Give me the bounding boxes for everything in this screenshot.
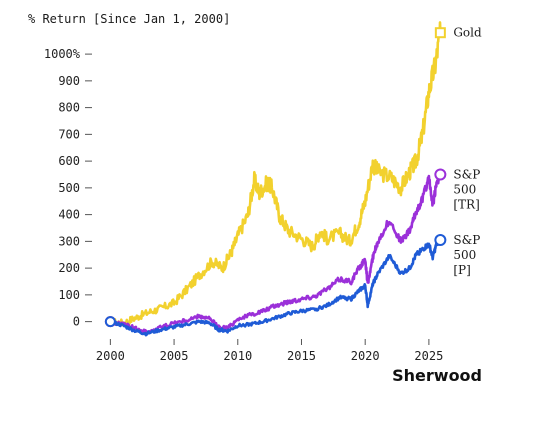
y-tick-label: 500	[58, 181, 80, 195]
series-label-line: 500	[453, 248, 476, 262]
series-line-0	[109, 21, 442, 327]
series-end-marker	[434, 168, 447, 181]
chart-title: % Return [Since Jan 1, 2000]	[28, 12, 230, 26]
y-tick-label: 100	[58, 288, 80, 302]
x-tick-label: 2025	[414, 349, 443, 363]
series-label-line: Gold	[453, 26, 482, 40]
y-tick-label: 1000%	[44, 47, 81, 61]
x-tick-label: 2010	[223, 349, 252, 363]
x-tick-label: 2000	[96, 349, 125, 363]
y-axis: 0 100 200 300 400 500 600 700 800 900 1000%	[44, 47, 92, 329]
y-tick-label: 400	[58, 208, 80, 222]
y-tick-label: 200	[58, 261, 80, 275]
x-tick-label: 2005	[160, 349, 189, 363]
y-tick-label: 900	[58, 74, 80, 88]
series-label-line: S&P	[453, 233, 480, 247]
y-tick-label: 700	[58, 127, 80, 141]
series-end-marker	[434, 27, 446, 39]
line-chart: % Return [Since Jan 1, 2000] 0 100 200 300 4…	[28, 12, 482, 385]
brand-logo: Sherwood	[392, 366, 482, 385]
chart-frame: % Return [Since Jan 1, 2000] 0 100 200 300 4…	[16, 0, 516, 394]
x-axis: 2000 2005 2010 2015 2020 2025	[96, 339, 443, 363]
series-label-line: [P]	[453, 263, 470, 277]
y-tick-label: 0	[73, 315, 80, 329]
series-label: S&P 500 [TR]	[453, 167, 480, 211]
series-label-line: [TR]	[453, 197, 479, 211]
series-end-marker	[434, 234, 447, 247]
series-line-2	[109, 237, 442, 337]
series-layer	[104, 21, 447, 337]
x-tick-label: 2020	[351, 349, 380, 363]
series-label: S&P 500 [P]	[453, 233, 480, 277]
series-label-line: S&P	[453, 167, 480, 181]
y-tick-label: 300	[58, 234, 80, 248]
series-line-1	[109, 170, 442, 334]
series-start-marker	[104, 316, 116, 328]
y-tick-label: 600	[58, 154, 80, 168]
series-label: Gold	[453, 26, 482, 40]
y-tick-label: 800	[58, 101, 80, 115]
series-label-line: 500	[453, 182, 476, 196]
x-tick-label: 2015	[287, 349, 316, 363]
